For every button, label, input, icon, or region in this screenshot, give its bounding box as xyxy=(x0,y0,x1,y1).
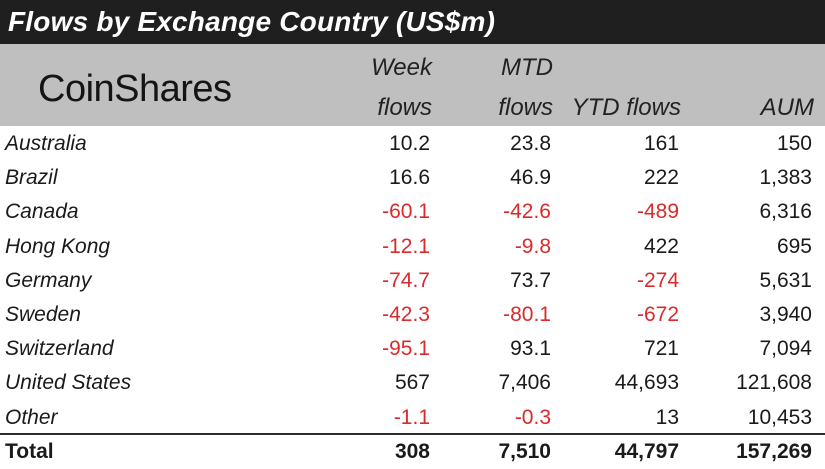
total-divider xyxy=(0,433,825,435)
ytd-flows-cell: -274 xyxy=(636,268,679,292)
mtd-flows-cell: 93.1 xyxy=(510,337,551,361)
aum-cell: 695 xyxy=(776,234,812,258)
header-aum: AUM xyxy=(760,94,814,121)
total-mtd: 7,510 xyxy=(498,440,551,463)
country-cell: Switzerland xyxy=(5,337,114,361)
total-label: Total xyxy=(5,440,54,463)
table-title: Flows by Exchange Country (US$m) xyxy=(8,6,496,37)
aum-cell: 3,940 xyxy=(759,303,812,326)
total-ytd: 44,797 xyxy=(614,440,679,463)
aum-cell: 150 xyxy=(776,132,812,155)
aum-cell: 5,631 xyxy=(759,268,812,292)
table-row: United States 567 7,406 44,693 121,608 xyxy=(0,366,825,400)
ytd-flows-cell: -672 xyxy=(636,303,679,326)
country-cell: Canada xyxy=(5,200,79,224)
week-flows-cell: -12.1 xyxy=(382,234,430,258)
header-ytd: YTD flows xyxy=(571,94,681,121)
table-row: Other -1.1 -0.3 13 10,453 xyxy=(0,401,825,435)
country-cell: Other xyxy=(5,405,58,429)
total-aum: 157,269 xyxy=(736,440,812,463)
ytd-flows-cell: 13 xyxy=(655,405,679,429)
week-flows-cell: -42.3 xyxy=(382,303,430,326)
country-cell: Germany xyxy=(5,268,92,292)
country-cell: Australia xyxy=(5,132,87,155)
table-row: Switzerland -95.1 93.1 721 7,094 xyxy=(0,332,825,366)
table-row: Brazil 16.6 46.9 222 1,383 xyxy=(0,161,825,195)
aum-cell: 6,316 xyxy=(759,200,812,224)
week-flows-cell: 10.2 xyxy=(389,132,430,155)
ytd-flows-cell: 44,693 xyxy=(614,371,679,395)
total-row: Total 308 7,510 44,797 157,269 xyxy=(0,435,825,469)
country-cell: United States xyxy=(5,371,132,395)
country-cell: Hong Kong xyxy=(5,234,111,258)
mtd-flows-cell: -9.8 xyxy=(514,234,551,258)
week-flows-cell: 16.6 xyxy=(389,166,430,190)
header-mtd-line2: flows xyxy=(498,94,553,121)
mtd-flows-cell: 46.9 xyxy=(510,166,551,190)
aum-cell: 7,094 xyxy=(759,337,812,361)
ytd-flows-cell: -489 xyxy=(636,200,679,224)
aum-cell: 1,383 xyxy=(759,166,812,190)
aum-cell: 121,608 xyxy=(736,371,812,395)
mtd-flows-cell: 23.8 xyxy=(510,132,551,155)
mtd-flows-cell: -0.3 xyxy=(514,405,551,429)
table-row: Germany -74.7 73.7 -274 5,631 xyxy=(0,264,825,298)
header-week-line1: Week xyxy=(371,54,432,81)
country-cell: Brazil xyxy=(5,166,58,190)
table-row: Sweden -42.3 -80.1 -672 3,940 xyxy=(0,298,825,332)
week-flows-cell: -74.7 xyxy=(382,268,430,292)
week-flows-cell: -95.1 xyxy=(382,337,430,361)
mtd-flows-cell: -42.6 xyxy=(503,200,551,224)
mtd-flows-cell: 73.7 xyxy=(510,268,551,292)
ytd-flows-cell: 422 xyxy=(643,234,679,258)
mtd-flows-cell: -80.1 xyxy=(503,303,551,326)
week-flows-cell: 567 xyxy=(394,371,430,395)
week-flows-cell: -60.1 xyxy=(382,200,430,224)
table-row: Canada -60.1 -42.6 -489 6,316 xyxy=(0,195,825,229)
ytd-flows-cell: 222 xyxy=(643,166,679,190)
week-flows-cell: -1.1 xyxy=(393,405,430,429)
ytd-flows-cell: 721 xyxy=(643,337,679,361)
header-mtd-line1: MTD xyxy=(501,54,553,81)
table-row: Australia 10.2 23.8 161 150 xyxy=(0,127,825,161)
coinshares-logo: CoinShares xyxy=(38,68,232,110)
title-bar: Flows by Exchange Country (US$m) xyxy=(0,0,825,44)
country-cell: Sweden xyxy=(5,303,81,326)
mtd-flows-cell: 7,406 xyxy=(498,371,551,395)
table-header: CoinShares Week flows MTD flows YTD flow… xyxy=(0,44,825,126)
total-week: 308 xyxy=(394,440,430,463)
table-row: Hong Kong -12.1 -9.8 422 695 xyxy=(0,230,825,264)
header-week-line2: flows xyxy=(377,94,432,121)
aum-cell: 10,453 xyxy=(747,405,812,429)
ytd-flows-cell: 161 xyxy=(643,132,679,155)
